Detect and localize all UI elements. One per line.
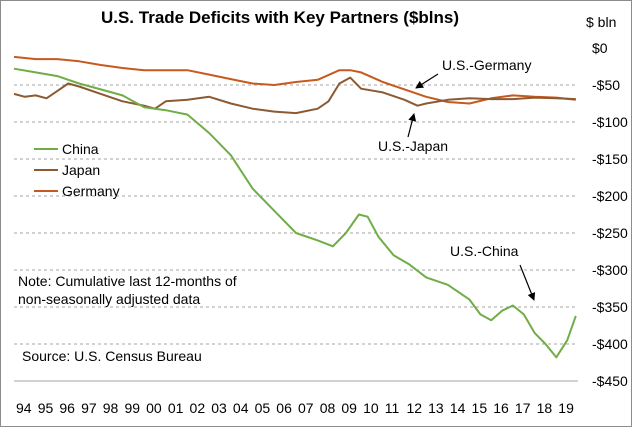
series-lines bbox=[13, 55, 577, 359]
x-tick-label: 14 bbox=[450, 400, 466, 416]
x-tick-label: 95 bbox=[38, 400, 54, 416]
annotation-label: U.S.-China bbox=[450, 243, 519, 259]
x-tick-label: 06 bbox=[276, 400, 292, 416]
source-text: Source: U.S. Census Bureau bbox=[22, 348, 202, 364]
y-tick-label: -$250 bbox=[592, 225, 628, 241]
x-tick-label: 96 bbox=[59, 400, 75, 416]
x-tick-label: 19 bbox=[558, 400, 574, 416]
x-tick-label: 10 bbox=[363, 400, 379, 416]
x-tick-label: 00 bbox=[146, 400, 162, 416]
y-tick-label: $0 bbox=[592, 40, 608, 56]
y-tick-label: -$450 bbox=[592, 373, 628, 389]
x-tick-label: 94 bbox=[16, 400, 32, 416]
x-tick-label: 05 bbox=[255, 400, 271, 416]
x-tick-label: 07 bbox=[298, 400, 314, 416]
annotation-arrow bbox=[519, 264, 536, 301]
y-tick-label: -$400 bbox=[592, 336, 628, 352]
series-line-china bbox=[13, 67, 577, 359]
x-tick-label: 15 bbox=[472, 400, 488, 416]
legend-label-japan: Japan bbox=[62, 162, 100, 178]
y-tick-label: -$350 bbox=[592, 299, 628, 315]
x-tick-label: 11 bbox=[385, 400, 400, 416]
x-tick-label: 12 bbox=[406, 400, 422, 416]
legend: China Japan Germany bbox=[34, 141, 120, 199]
y-tick-label: -$300 bbox=[592, 262, 628, 278]
annotation-arrow bbox=[415, 73, 439, 89]
x-tick-label: 04 bbox=[233, 400, 249, 416]
x-tick-label: 09 bbox=[341, 400, 357, 416]
y-tick-label: -$150 bbox=[592, 151, 628, 167]
y-tick-label: -$50 bbox=[592, 77, 620, 93]
x-tick-label: 01 bbox=[168, 400, 184, 416]
x-tick-labels: 94 95 96 97 98 99 00 01 02 03 04 05 06 07 08 09 10 11 12 13… bbox=[16, 400, 574, 416]
y-tick-labels: $0 -$50 -$100 -$150 -$200 -$250 -$300 -$350 -$40… bbox=[592, 40, 628, 389]
x-tick-label: 16 bbox=[493, 400, 509, 416]
annotation-label: U.S.-Japan bbox=[378, 138, 448, 154]
legend-label-china: China bbox=[62, 141, 99, 157]
x-tick-label: 99 bbox=[124, 400, 140, 416]
series-line-japan bbox=[13, 76, 576, 115]
x-tick-label: 98 bbox=[103, 400, 119, 416]
y-tick-label: -$200 bbox=[592, 188, 628, 204]
x-tick-label: 08 bbox=[320, 400, 336, 416]
y-tick-label: -$100 bbox=[592, 114, 628, 130]
annotations: U.S.-Germany U.S.-Japan U.S.-China bbox=[378, 57, 536, 301]
legend-label-germany: Germany bbox=[62, 183, 120, 199]
grid-lines bbox=[14, 84, 578, 382]
annotation-label: U.S.-Germany bbox=[442, 57, 531, 73]
x-tick-label: 18 bbox=[537, 400, 553, 416]
note-text: Note: Cumulative last 12-months of non-s… bbox=[18, 273, 237, 307]
series-line-germany bbox=[13, 55, 576, 105]
annotation-arrow bbox=[407, 113, 417, 138]
y-unit-label: $ bln bbox=[586, 14, 617, 30]
x-tick-label: 13 bbox=[428, 400, 444, 416]
x-tick-label: 03 bbox=[211, 400, 227, 416]
x-tick-label: 17 bbox=[515, 400, 531, 416]
x-tick-label: 97 bbox=[81, 400, 97, 416]
chart-title: U.S. Trade Deficits with Key Partners ($… bbox=[100, 8, 460, 27]
x-tick-label: 02 bbox=[190, 400, 206, 416]
